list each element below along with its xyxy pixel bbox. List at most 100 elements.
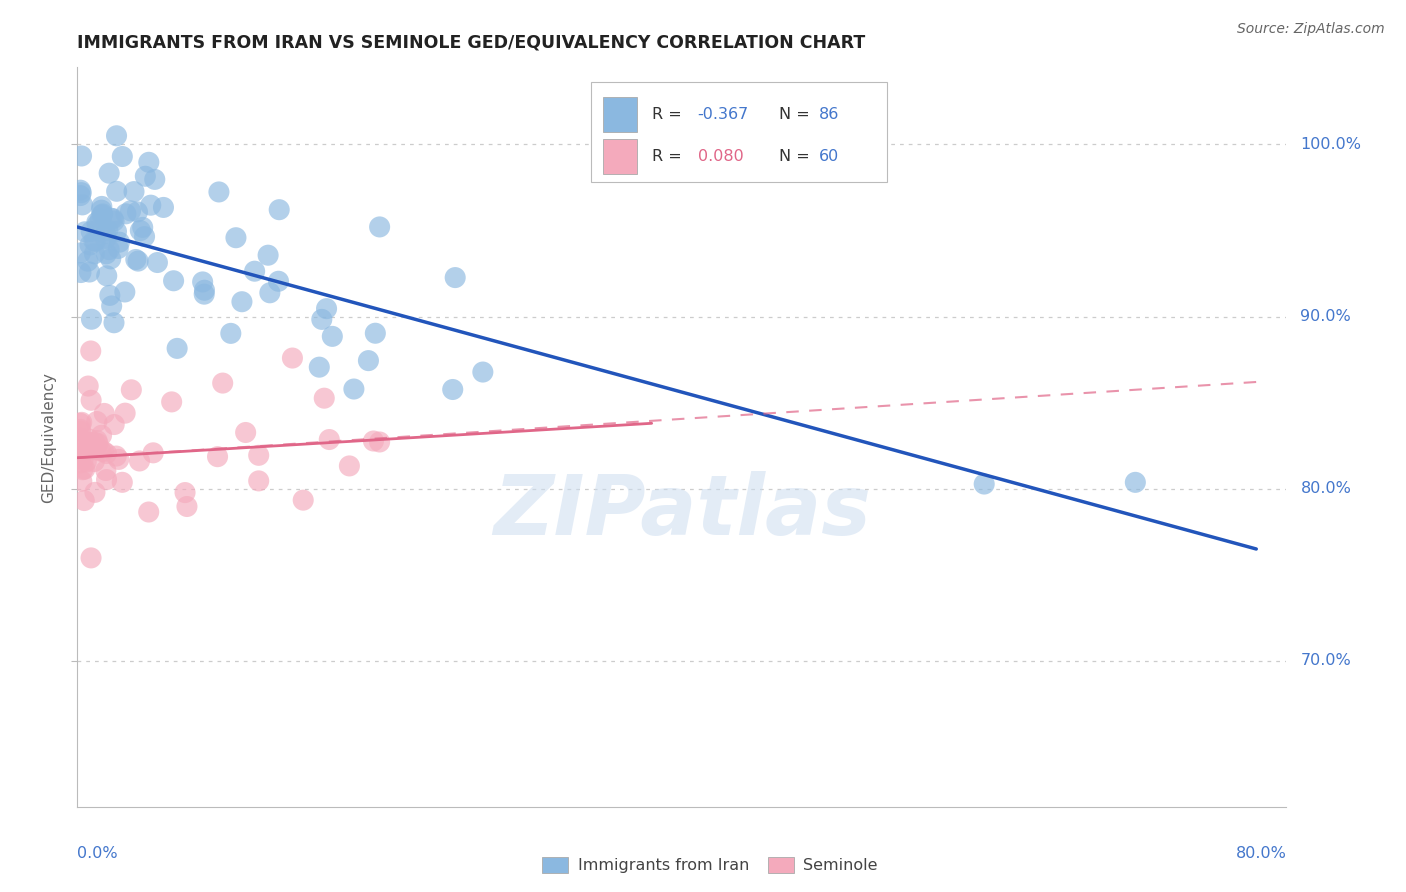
Point	[84, 485, 107, 500]
Point	[107, 242, 129, 256]
Text: 70.0%: 70.0%	[1301, 654, 1351, 668]
Point	[83, 247, 105, 261]
Point	[129, 223, 152, 237]
Point	[343, 382, 366, 396]
Point	[90, 444, 112, 458]
Point	[134, 229, 156, 244]
Point	[94, 227, 117, 241]
Point	[96, 446, 118, 460]
Point	[247, 448, 270, 462]
Text: -0.367: -0.367	[697, 107, 749, 122]
Legend: Immigrants from Iran, Seminole: Immigrants from Iran, Seminole	[536, 850, 884, 880]
Point	[69, 188, 91, 202]
Point	[70, 186, 93, 200]
Point	[98, 166, 121, 180]
FancyBboxPatch shape	[592, 82, 887, 182]
Point	[143, 172, 166, 186]
Point	[139, 198, 162, 212]
Point	[107, 452, 129, 467]
Point	[90, 428, 112, 442]
Point	[219, 326, 242, 341]
Point	[70, 415, 93, 429]
Point	[79, 238, 101, 252]
Point	[84, 442, 107, 457]
Point	[98, 288, 121, 302]
FancyBboxPatch shape	[603, 96, 637, 132]
Point	[90, 199, 112, 213]
Point	[160, 395, 183, 409]
Point	[208, 185, 231, 199]
Point	[69, 435, 91, 450]
Text: N =: N =	[779, 107, 814, 122]
Point	[269, 202, 291, 217]
Point	[105, 449, 128, 463]
Point	[162, 274, 184, 288]
Point	[80, 224, 103, 238]
Point	[96, 268, 118, 283]
Point	[69, 424, 91, 438]
Point	[111, 475, 134, 490]
Text: 0.0%: 0.0%	[77, 847, 118, 861]
Point	[125, 252, 148, 267]
Point	[80, 312, 103, 326]
Point	[80, 393, 103, 408]
Point	[101, 211, 124, 226]
Point	[166, 342, 188, 356]
Point	[86, 434, 108, 448]
Point	[292, 493, 315, 508]
Point	[91, 208, 114, 222]
Point	[315, 301, 337, 316]
Point	[152, 201, 174, 215]
Point	[127, 205, 149, 219]
Point	[357, 353, 380, 368]
Point	[120, 203, 142, 218]
Point	[128, 454, 150, 468]
Point	[105, 184, 128, 198]
Point	[97, 223, 120, 237]
Point	[120, 383, 142, 397]
Point	[321, 329, 343, 343]
Point	[127, 254, 149, 268]
Point	[122, 185, 145, 199]
Point	[973, 477, 995, 491]
Point	[77, 379, 100, 393]
Point	[83, 234, 105, 248]
Point	[103, 214, 125, 228]
Point	[114, 285, 136, 299]
Point	[471, 365, 494, 379]
Point	[93, 406, 115, 420]
Point	[84, 235, 107, 249]
Point	[83, 435, 105, 450]
Point	[69, 422, 91, 436]
Point	[91, 207, 114, 221]
Point	[138, 155, 160, 169]
Text: R =: R =	[652, 107, 686, 122]
Text: IMMIGRANTS FROM IRAN VS SEMINOLE GED/EQUIVALENCY CORRELATION CHART: IMMIGRANTS FROM IRAN VS SEMINOLE GED/EQU…	[77, 34, 866, 52]
Point	[314, 391, 336, 405]
Text: ZIPatlas: ZIPatlas	[494, 471, 870, 551]
Point	[80, 343, 103, 358]
Point	[134, 169, 156, 184]
Point	[1123, 475, 1146, 490]
Point	[76, 254, 98, 268]
Point	[103, 417, 125, 432]
Point	[73, 225, 96, 239]
Point	[311, 312, 333, 326]
Point	[100, 252, 122, 266]
Point	[231, 294, 253, 309]
Point	[114, 406, 136, 420]
Point	[103, 316, 125, 330]
Point	[193, 283, 215, 297]
Point	[363, 434, 385, 448]
Point	[70, 149, 93, 163]
Text: 80.0%: 80.0%	[1301, 481, 1351, 496]
FancyBboxPatch shape	[603, 139, 637, 174]
Point	[83, 454, 105, 468]
Point	[94, 463, 117, 477]
Point	[111, 149, 134, 163]
Point	[72, 198, 94, 212]
Point	[444, 270, 467, 285]
Point	[90, 203, 112, 218]
Point	[96, 246, 118, 260]
Point	[79, 435, 101, 450]
